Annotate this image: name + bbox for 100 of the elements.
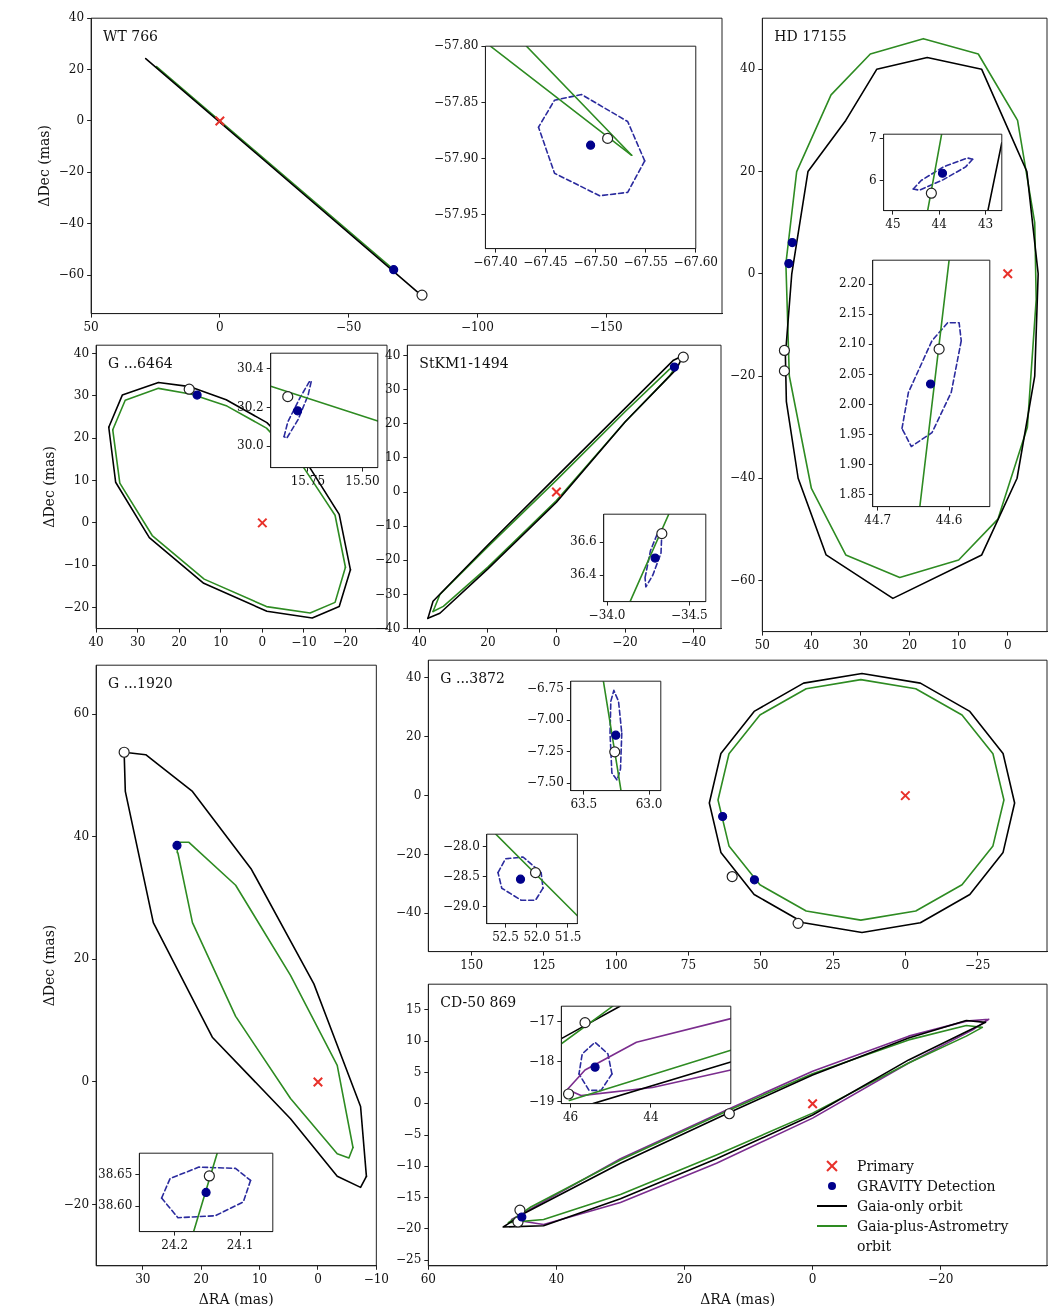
y-tick-label: −6.75 bbox=[526, 680, 564, 695]
x-tick-label: 20 bbox=[171, 634, 187, 649]
x-tick-label: 100 bbox=[604, 957, 628, 972]
x-tick-label: −10 bbox=[363, 1272, 389, 1287]
x-tick-label: −20 bbox=[928, 1272, 954, 1287]
y-tick-label: 10 bbox=[406, 1033, 422, 1048]
x-tick-label: 0 bbox=[1003, 637, 1012, 652]
x-tick-label: 20 bbox=[676, 1272, 693, 1287]
y-tick-label: 2.10 bbox=[839, 336, 866, 351]
y-tick-label: 0 bbox=[81, 1074, 90, 1089]
text: StKM1-1494 bbox=[419, 354, 509, 371]
y-tick-label: 40 bbox=[68, 10, 85, 25]
y-tick-label: 10 bbox=[385, 450, 401, 464]
y-tick-label: −29.0 bbox=[442, 898, 480, 913]
y-tick-label: 40 bbox=[73, 828, 90, 843]
y-axis-title: ΔDec (mas) bbox=[41, 924, 58, 1007]
y-tick-label: 1.90 bbox=[839, 456, 866, 471]
y-tick-label: 2.05 bbox=[839, 366, 866, 381]
y-tick-label: −7.25 bbox=[526, 743, 564, 758]
x-tick-label: 45 bbox=[885, 216, 901, 231]
x-tick-label: 10 bbox=[951, 637, 967, 652]
y-tick-label: 40 bbox=[385, 347, 401, 362]
y-tick-label: 30.4 bbox=[237, 360, 265, 375]
legend-label: GRAVITY Detection bbox=[857, 1176, 996, 1196]
x-tick-label: 10 bbox=[213, 634, 229, 649]
y-tick-label: 20 bbox=[68, 61, 85, 76]
x-tick-label: −67.40 bbox=[473, 254, 518, 269]
x-tick-label: 0 bbox=[808, 1272, 817, 1287]
y-tick-label: −30 bbox=[375, 586, 401, 601]
x-tick-label: −100 bbox=[460, 319, 494, 334]
y-tick-label: 40 bbox=[73, 345, 90, 360]
y-tick-label: −20 bbox=[396, 1221, 422, 1235]
text: G ...3872 bbox=[440, 669, 505, 686]
x-tick-label: 0 bbox=[314, 1272, 322, 1287]
y-tick-label: 36.6 bbox=[570, 534, 597, 549]
y-tick-label: 38.65 bbox=[97, 1166, 133, 1181]
x-tick-label: −67.60 bbox=[673, 254, 719, 269]
y-tick-label: 15 bbox=[406, 1001, 422, 1016]
y-tick-label: −20 bbox=[396, 846, 422, 861]
x-tick-label: 63.5 bbox=[570, 796, 598, 811]
y-tick-label: 2.15 bbox=[839, 306, 866, 321]
x-tick-label: 20 bbox=[901, 637, 918, 652]
y-tick-label: 20 bbox=[73, 430, 90, 445]
y-tick-label: −60 bbox=[730, 572, 756, 587]
x-tick-label: 30 bbox=[130, 634, 146, 649]
x-tick-label: −10 bbox=[291, 634, 317, 649]
x-tick-label: −67.55 bbox=[623, 254, 668, 269]
x-tick-label: 63.0 bbox=[635, 796, 663, 811]
y-tick-label: 5 bbox=[413, 1064, 422, 1079]
y-tick-label: 60 bbox=[73, 706, 90, 721]
x-tick-label: 50 bbox=[754, 637, 770, 652]
y-tick-label: −19 bbox=[529, 1094, 555, 1109]
x-tick-label: 50 bbox=[83, 319, 99, 334]
y-axis-title: ΔDec (mas) bbox=[41, 446, 58, 528]
x-tick-label: −20 bbox=[612, 634, 638, 649]
x-tick-label: −150 bbox=[589, 319, 623, 334]
x-tick-label: 0 bbox=[216, 319, 224, 334]
y-tick-label: 0 bbox=[76, 113, 85, 128]
y-tick-label: −57.90 bbox=[433, 150, 479, 165]
y-tick-label: 38.60 bbox=[97, 1198, 133, 1213]
y-tick-label: 2.00 bbox=[839, 396, 866, 411]
x-tick-label: 0 bbox=[901, 957, 910, 972]
x-tick-label: 52.0 bbox=[523, 929, 551, 944]
x-tick-label: 44 bbox=[643, 1109, 659, 1124]
y-tick-label: 0 bbox=[392, 484, 401, 499]
y-tick-label: −20 bbox=[58, 164, 85, 179]
y-tick-label: −5 bbox=[403, 1127, 422, 1142]
x-tick-label: 150 bbox=[460, 957, 484, 972]
y-tick-label: 36.4 bbox=[570, 567, 598, 582]
y-tick-label: 0 bbox=[413, 1095, 422, 1110]
y-tick-label: −18 bbox=[529, 1054, 555, 1069]
x-tick-label: 24.2 bbox=[161, 1237, 189, 1252]
y-tick-label: −20 bbox=[63, 1196, 90, 1211]
legend-label: Gaia-only orbit bbox=[857, 1196, 963, 1216]
y-tick-label: −17 bbox=[529, 1013, 555, 1028]
y-tick-label: 20 bbox=[385, 415, 401, 430]
y-tick-label: 40 bbox=[406, 669, 422, 684]
x-tick-label: 75 bbox=[680, 957, 697, 972]
text: CD-50 869 bbox=[440, 993, 517, 1010]
y-tick-label: 40 bbox=[740, 61, 756, 76]
x-tick-label: 50 bbox=[753, 957, 769, 972]
y-tick-label: 30 bbox=[73, 388, 90, 403]
y-tick-label: −40 bbox=[375, 620, 401, 635]
y-tick-label: −57.85 bbox=[433, 94, 479, 109]
y-tick-label: 7 bbox=[868, 130, 877, 145]
y-tick-label: −10 bbox=[396, 1158, 422, 1173]
legend-label: Primary bbox=[857, 1156, 914, 1176]
x-tick-label: −50 bbox=[335, 319, 362, 334]
y-tick-label: −57.95 bbox=[433, 206, 479, 221]
y-tick-label: 20 bbox=[406, 728, 422, 743]
x-tick-label: 20 bbox=[480, 634, 496, 649]
x-tick-label: 44.7 bbox=[864, 512, 892, 527]
legend-label: Gaia-plus-Astrometry orbit bbox=[857, 1216, 1010, 1256]
x-tick-label: 30 bbox=[135, 1272, 151, 1287]
y-tick-label: −28.5 bbox=[442, 868, 480, 883]
x-tick-label: −20 bbox=[332, 634, 359, 649]
y-tick-label: −10 bbox=[63, 557, 90, 572]
y-tick-label: −57.80 bbox=[433, 38, 479, 53]
y-tick-label: 1.95 bbox=[839, 426, 866, 441]
y-tick-label: −60 bbox=[58, 267, 85, 282]
